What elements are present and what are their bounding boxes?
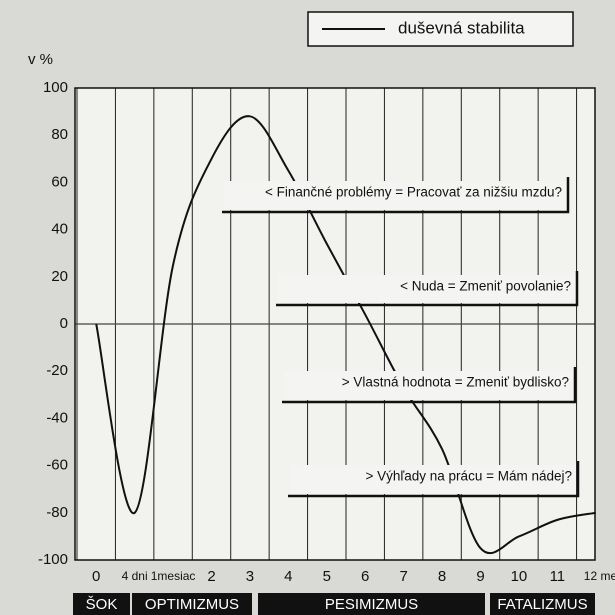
y-tick-label: 0 xyxy=(60,315,68,332)
annotation: > Výhľady na prácu = Mám nádej? xyxy=(365,469,572,484)
plot-frame xyxy=(74,87,596,561)
x-tick-label: 1mesiac xyxy=(151,569,196,583)
phase-label: PESIMIZMUS xyxy=(325,596,418,613)
annotation-bracket xyxy=(282,367,577,404)
y-axis-label: v % xyxy=(28,51,53,68)
series-line xyxy=(95,115,596,555)
x-tick-label: 8 xyxy=(438,568,446,585)
phase-label: FATALIZMUS xyxy=(497,596,587,613)
x-tick-label: 4 xyxy=(284,568,292,585)
phase-box xyxy=(73,593,130,615)
x-tick-label: 12 mesiacov xyxy=(584,569,615,583)
annotation: < Nuda = Zmeniť povolanie? xyxy=(400,279,571,294)
annotation-bracket xyxy=(222,177,570,214)
annotation-bg xyxy=(290,465,576,494)
x-tick-label: 3 xyxy=(246,568,254,585)
y-tick-label: 40 xyxy=(51,221,68,238)
y-tick-label: -40 xyxy=(46,409,68,426)
legend-label: duševná stabilita xyxy=(398,18,525,37)
annotation-bracket xyxy=(288,461,580,498)
y-tick-label: 60 xyxy=(51,173,68,190)
x-tick-label: 4 dni xyxy=(122,569,148,583)
x-tick-label: 5 xyxy=(323,568,331,585)
annotation: < Finančné problémy = Pracovať za nižšiu… xyxy=(265,185,562,200)
phase-label: ŠOK xyxy=(86,596,118,613)
x-tick-label: 9 xyxy=(476,568,484,585)
y-tick-label: 80 xyxy=(51,126,68,143)
y-tick-label: 20 xyxy=(51,268,68,285)
phase-box xyxy=(490,593,595,615)
x-tick-label: 11 xyxy=(550,568,566,585)
y-tick-label: -80 xyxy=(46,504,68,521)
annotation-bracket xyxy=(276,271,579,307)
annotation-bg xyxy=(284,371,573,400)
phase-box xyxy=(258,593,485,615)
x-tick-label: 6 xyxy=(361,568,369,585)
phase-box xyxy=(132,593,252,615)
annotation: > Vlastná hodnota = Zmeniť bydlisko? xyxy=(342,375,569,390)
x-tick-label: 2 xyxy=(207,568,215,585)
annotation-bg xyxy=(224,181,566,210)
y-tick-label: -20 xyxy=(46,362,68,379)
x-tick-label: 0 xyxy=(92,568,100,585)
y-tick-label: 100 xyxy=(43,79,68,96)
y-tick-label: -60 xyxy=(46,457,68,474)
x-tick-label: 7 xyxy=(399,568,407,585)
x-tick-label: 10 xyxy=(511,568,528,585)
phase-label: OPTIMIZMUS xyxy=(145,596,239,613)
annotation-bg xyxy=(278,275,575,303)
y-tick-label: -100 xyxy=(38,551,68,568)
